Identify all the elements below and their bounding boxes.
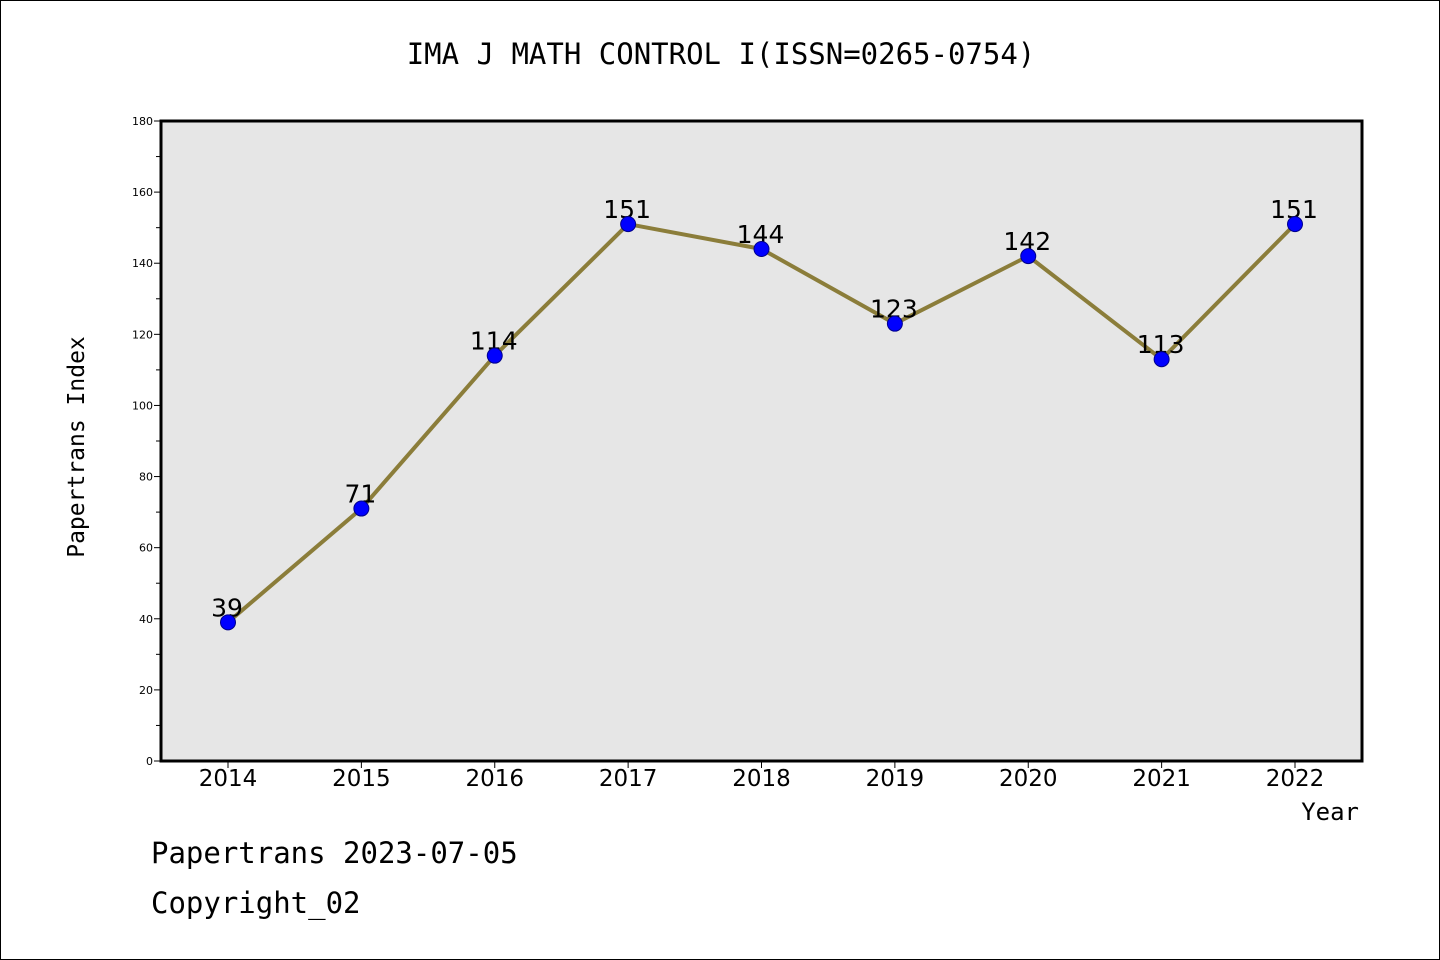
- x-axis-label: Year: [1301, 798, 1359, 826]
- y-tick-label: 140: [132, 257, 153, 270]
- x-axis-ticks: 2014 2015 2016 2017 2018 2019 2020 2021 2022: [199, 761, 1325, 792]
- y-tick-label: 180: [132, 115, 153, 128]
- y-tick-label: 0: [146, 755, 153, 768]
- y-tick-label: 60: [139, 542, 153, 555]
- data-point-marker: [753, 241, 770, 257]
- x-tick-label: 2017: [599, 766, 658, 792]
- data-point-marker: [486, 347, 503, 364]
- x-tick-label: 2021: [1132, 766, 1191, 792]
- chart-title: IMA J MATH CONTROL I(ISSN=0265-0754): [406, 37, 1036, 71]
- footer-stamp: Papertrans 2023-07-05: [151, 836, 518, 870]
- y-tick-label: 20: [139, 684, 153, 697]
- x-tick-label: 2015: [332, 766, 391, 792]
- y-axis-ticks: 0 20 40 60 80 100 120 140 160 180: [132, 115, 161, 768]
- data-point-marker: [886, 315, 903, 332]
- x-tick-label: 2018: [732, 766, 791, 792]
- data-point-marker: [353, 500, 370, 517]
- y-tick-label: 100: [132, 399, 153, 412]
- x-tick-label: 2014: [199, 766, 258, 792]
- y-tick-label: 120: [132, 328, 153, 341]
- y-tick-label: 80: [139, 471, 153, 484]
- data-point-marker: [620, 216, 637, 233]
- plot-frame: [159, 119, 1364, 763]
- x-tick-label: 2016: [465, 766, 524, 792]
- plot-area: [161, 121, 1362, 761]
- x-tick-label: 2022: [1266, 766, 1325, 792]
- data-point-marker: [1153, 351, 1170, 368]
- y-tick-label: 160: [132, 186, 153, 199]
- y-tick-label: 40: [139, 613, 153, 626]
- x-tick-label: 2020: [999, 766, 1058, 792]
- data-point-marker: [1020, 248, 1037, 265]
- data-point-marker: [220, 614, 236, 631]
- x-tick-label: 2019: [866, 766, 925, 792]
- footer-copyright: Copyright_02: [151, 886, 361, 920]
- data-point-marker: [1287, 216, 1303, 233]
